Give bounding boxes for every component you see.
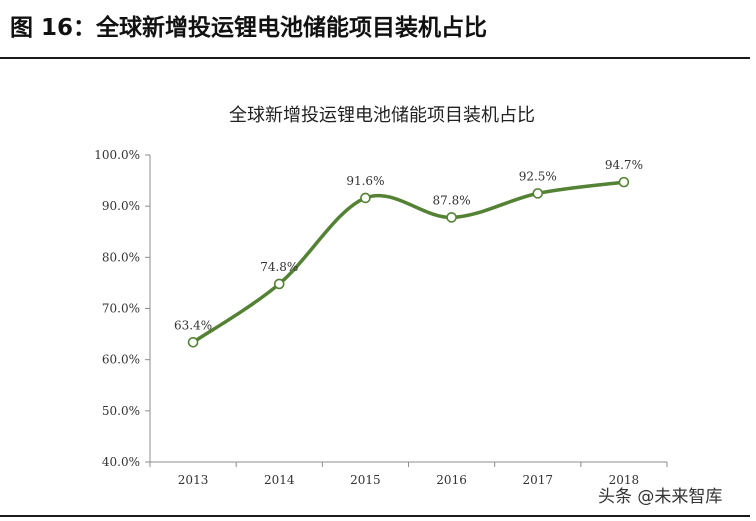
y-tick-label: 80.0% bbox=[102, 250, 140, 264]
figure-title: 图 16：全球新增投运锂电池储能项目装机占比 bbox=[10, 15, 488, 41]
y-tick-label: 60.0% bbox=[102, 353, 140, 367]
y-tick-label: 70.0% bbox=[102, 302, 140, 316]
top-divider bbox=[0, 57, 750, 59]
data-point-marker bbox=[187, 336, 199, 348]
chart-title: 全球新增投运锂电池储能项目装机占比 bbox=[229, 105, 535, 126]
x-tick-label: 2017 bbox=[522, 473, 553, 487]
data-point-marker bbox=[273, 278, 285, 290]
data-point-marker bbox=[532, 188, 544, 199]
data-label: 87.8% bbox=[433, 193, 471, 207]
data-label: 92.5% bbox=[519, 169, 557, 183]
y-tick-label: 40.0% bbox=[102, 455, 140, 469]
x-tick-label: 2018 bbox=[609, 473, 640, 487]
data-point-marker bbox=[446, 212, 457, 223]
data-point-marker bbox=[618, 176, 630, 188]
data-point-marker bbox=[360, 192, 371, 204]
chart-axes: 40.0% 50.0% 60.0% 70.0% 80.0% 90.0% 100.0% 2013… bbox=[94, 148, 668, 487]
series-layer: 63.4% 74.8% 91.6% 87.8% 92.5% 94.7% bbox=[174, 158, 643, 348]
x-tick-label: 2016 bbox=[436, 473, 467, 487]
data-label: 74.8% bbox=[260, 260, 298, 274]
data-label: 91.6% bbox=[346, 174, 384, 188]
series-line bbox=[191, 180, 626, 345]
x-tick-label: 2015 bbox=[350, 473, 381, 487]
watermark-text: 头条 @未来智库 bbox=[598, 487, 723, 507]
y-tick-label: 50.0% bbox=[102, 404, 140, 418]
bottom-divider bbox=[0, 515, 750, 517]
x-tick-label: 2014 bbox=[264, 473, 295, 487]
data-label: 94.7% bbox=[605, 158, 643, 172]
y-tick-label: 100.0% bbox=[94, 148, 140, 162]
data-label: 63.4% bbox=[174, 318, 212, 332]
x-tick-label: 2013 bbox=[178, 473, 209, 487]
y-tick-label: 90.0% bbox=[102, 199, 140, 213]
